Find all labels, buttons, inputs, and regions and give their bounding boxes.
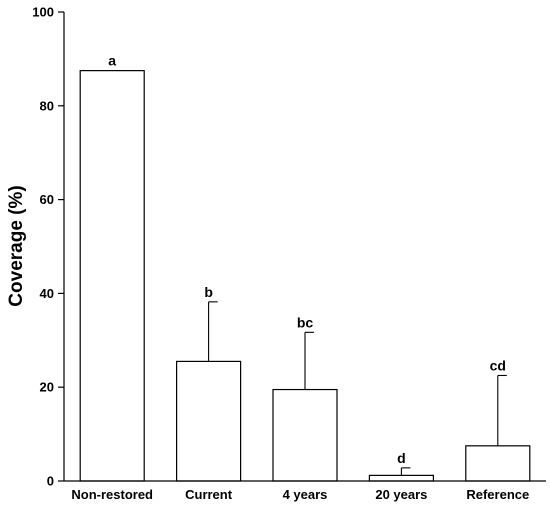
x-category-label: Non-restored (71, 487, 153, 502)
x-labels-group: Non-restored Current 4 years 20 years Refere… (71, 487, 529, 502)
y-tick-label: 40 (40, 286, 54, 301)
y-tick-label: 0 (47, 474, 54, 489)
y-tick-label: 20 (40, 380, 54, 395)
y-tick-label: 80 (40, 98, 54, 113)
bar-20-years (368, 474, 434, 482)
significance-label: bc (297, 314, 314, 330)
bar-non-restored (79, 70, 145, 482)
y-tick-label: 100 (32, 5, 54, 20)
y-tick-label: 60 (40, 192, 54, 207)
x-category-label: Current (185, 487, 233, 502)
bar-current (176, 360, 242, 482)
y-axis-label: Coverage (%) (6, 185, 27, 306)
significance-label: cd (490, 357, 506, 373)
significance-label: d (397, 450, 406, 466)
x-category-label: 20 years (375, 487, 427, 502)
x-category-label: 4 years (283, 487, 328, 502)
significance-labels-group: a b bc d cd (108, 53, 506, 466)
bars-group (79, 70, 531, 482)
bar-4-years (272, 388, 338, 482)
x-category-label: Reference (466, 487, 529, 502)
y-ticks-group: 0 20 40 60 80 100 (32, 5, 64, 489)
error-bars-group (208, 301, 507, 476)
significance-label: b (204, 284, 213, 300)
significance-label: a (108, 53, 116, 69)
bar-reference (465, 445, 531, 482)
